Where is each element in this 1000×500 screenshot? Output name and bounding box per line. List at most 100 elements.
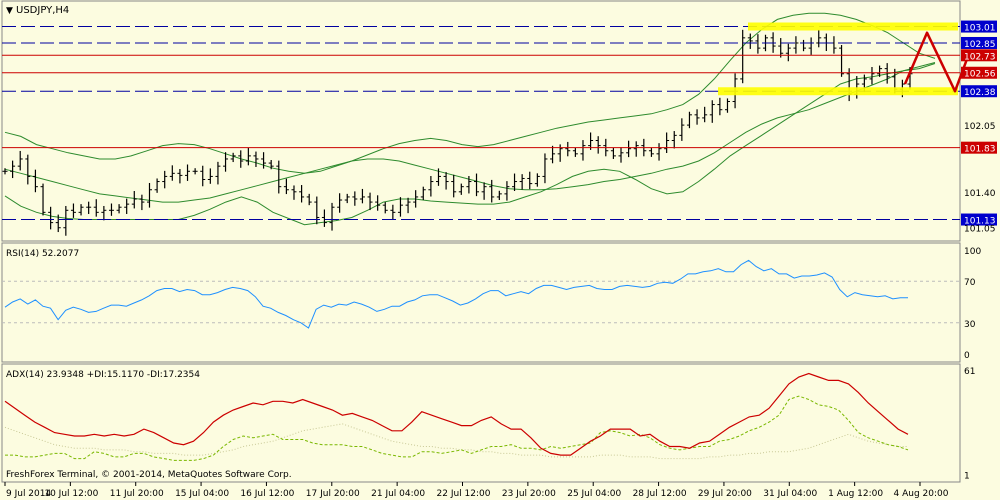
level-label-101.13: 101.13 (964, 217, 996, 227)
x-tick-label: 22 Jul 12:00 (437, 489, 491, 499)
price-bar (352, 191, 358, 206)
price-bar (694, 109, 700, 125)
price-bar (70, 203, 76, 218)
price-bar (519, 174, 525, 190)
adx-series-plusminus-di (5, 395, 909, 461)
price-tick-101.05: 101.05 (964, 225, 996, 235)
symbol-dropdown-icon[interactable]: ▼ (6, 6, 13, 16)
price-panel (1, 0, 961, 242)
price-bar (253, 151, 259, 167)
price-bar (793, 36, 799, 54)
price-bar (512, 173, 518, 191)
price-bar (580, 140, 586, 161)
moving-average (4, 62, 936, 203)
price-bar (359, 188, 365, 204)
price-bar (93, 199, 99, 217)
price-bar (785, 43, 791, 62)
price-bar (382, 202, 388, 214)
x-tick-label: 4 Aug 20:00 (894, 489, 949, 499)
price-bar (131, 190, 137, 209)
price-bar (306, 193, 312, 206)
watermark: FreshForex Terminal, © 2001-2014, MetaQu… (6, 470, 292, 480)
price-bar (375, 195, 381, 211)
adx-series-minus-di (4, 423, 908, 460)
x-tick-label: 17 Jul 20:00 (306, 489, 360, 499)
price-chart (2, 12, 936, 236)
rsi-tick-70: 70 (964, 278, 976, 288)
level-label-102.73: 102.73 (964, 52, 996, 62)
x-tick-label: 1 Aug 12:00 (828, 489, 883, 499)
price-bar (200, 165, 206, 187)
price-bar (481, 182, 487, 200)
price-bar (299, 185, 305, 203)
price-bar (877, 65, 883, 77)
level-label-bg (961, 213, 997, 226)
rsi-chart (2, 259, 960, 329)
adx-tick-61: 61 (964, 367, 975, 377)
rsi-tick-0: 0 (964, 351, 970, 361)
x-tick-label: 21 Jul 04:00 (371, 489, 425, 499)
price-bar (116, 204, 122, 214)
price-bar (245, 147, 251, 166)
price-bar (747, 33, 753, 49)
price-bar (626, 140, 632, 158)
price-bar (238, 150, 244, 168)
price-bar (283, 178, 289, 195)
price-bar (458, 183, 464, 195)
x-tick-label: 23 Jul 20:00 (502, 489, 556, 499)
adx-panel (1, 363, 961, 483)
rsi-panel-title: RSI(14) 52.2077 (6, 249, 79, 259)
rsi-tick-100: 100 (964, 247, 981, 257)
x-tick-label: 25 Jul 04:00 (567, 489, 621, 499)
price-bar (177, 169, 183, 184)
price-bar (276, 160, 282, 194)
price-bar (527, 171, 533, 190)
price-bar (724, 98, 730, 113)
price-bar (443, 172, 449, 190)
level-label-102.85: 102.85 (964, 40, 996, 50)
price-bar (207, 168, 213, 184)
price-bar (550, 145, 556, 164)
price-panel-title: USDJPY,H4 (16, 5, 69, 16)
price-bar (664, 132, 670, 154)
price-bar (390, 204, 396, 220)
price-bar (337, 193, 343, 213)
rsi-line (4, 259, 908, 329)
price-bar (344, 193, 350, 204)
bollinger-upper (4, 12, 936, 174)
level-label-bg (961, 49, 997, 62)
price-bar (162, 170, 168, 189)
price-bar (466, 176, 472, 194)
price-bar (215, 161, 221, 185)
price-bar (223, 152, 229, 172)
price-bar (504, 181, 510, 201)
price-bar (702, 106, 708, 123)
adx-tick-1: 1 (964, 471, 970, 481)
price-bar (420, 186, 426, 201)
price-bar (839, 45, 845, 77)
price-tick-101.40: 101.40 (964, 189, 996, 199)
price-bar (489, 179, 495, 203)
x-tick-label: 28 Jul 12:00 (633, 489, 687, 499)
price-bar (124, 198, 130, 214)
price-bar (48, 206, 54, 230)
price-bar (405, 197, 411, 214)
level-label-102.56: 102.56 (964, 70, 996, 80)
price-bar (428, 176, 434, 197)
price-bar (610, 147, 616, 159)
price-bar (709, 100, 715, 123)
price-bar (778, 38, 784, 58)
price-bar (17, 150, 23, 171)
x-tick-label: 31 Jul 04:00 (763, 489, 817, 499)
price-bar (717, 97, 723, 116)
price-tick-102.05: 102.05 (964, 122, 996, 132)
level-label-bg (961, 36, 997, 49)
price-bar (108, 203, 114, 216)
price-bar (740, 29, 746, 84)
price-bar (291, 185, 297, 200)
price-bar (2, 168, 8, 175)
price-bar (154, 178, 160, 193)
price-bar (146, 182, 152, 208)
